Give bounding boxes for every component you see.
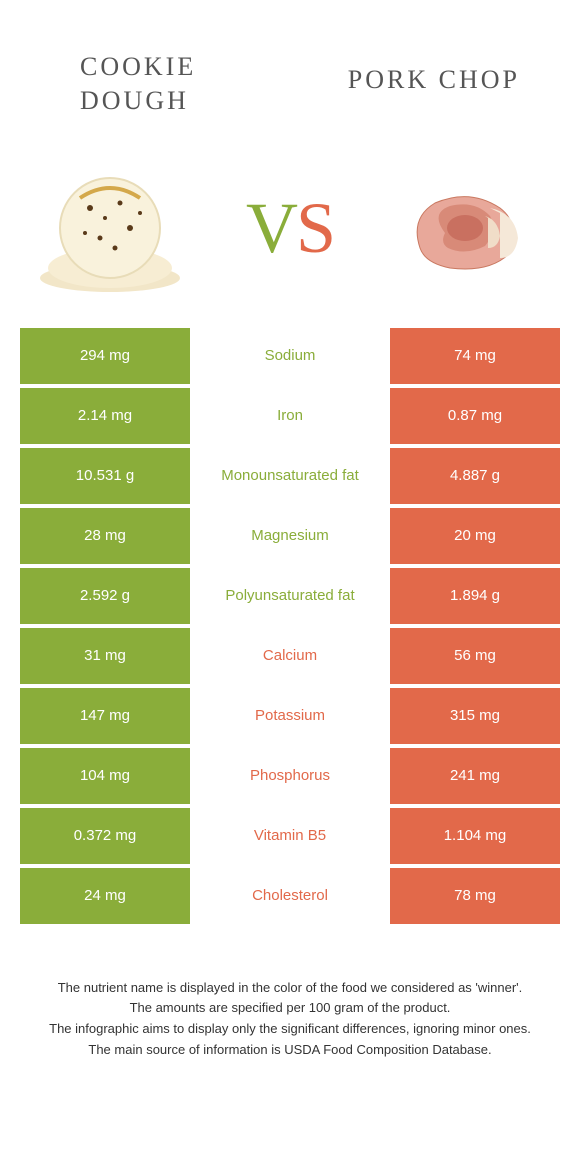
table-row: 31 mgCalcium56 mg — [20, 628, 560, 684]
cell-left-value: 31 mg — [20, 628, 190, 684]
cell-nutrient-label: Magnesium — [190, 508, 390, 564]
title-left-line1: COOKIE — [80, 50, 196, 84]
table-row: 10.531 gMonounsaturated fat4.887 g — [20, 448, 560, 504]
cell-right-value: 78 mg — [390, 868, 560, 924]
footer-line2: The amounts are specified per 100 gram o… — [40, 998, 540, 1019]
cell-nutrient-label: Monounsaturated fat — [190, 448, 390, 504]
cell-left-value: 2.14 mg — [20, 388, 190, 444]
cell-nutrient-label: Calcium — [190, 628, 390, 684]
header: COOKIE DOUGH PORK CHOP — [0, 0, 580, 138]
vs-label: VS — [246, 192, 334, 264]
cell-left-value: 10.531 g — [20, 448, 190, 504]
vs-s: S — [296, 188, 334, 268]
cookie-dough-image — [30, 158, 190, 298]
table-row: 2.14 mgIron0.87 mg — [20, 388, 560, 444]
pork-chop-image — [390, 158, 550, 298]
comparison-table: 294 mgSodium74 mg2.14 mgIron0.87 mg10.53… — [0, 328, 580, 924]
footer-line3: The infographic aims to display only the… — [40, 1019, 540, 1040]
cell-right-value: 1.104 mg — [390, 808, 560, 864]
table-row: 104 mgPhosphorus241 mg — [20, 748, 560, 804]
vs-v: V — [246, 188, 296, 268]
cell-left-value: 24 mg — [20, 868, 190, 924]
cell-nutrient-label: Sodium — [190, 328, 390, 384]
cell-nutrient-label: Cholesterol — [190, 868, 390, 924]
cell-left-value: 147 mg — [20, 688, 190, 744]
cell-right-value: 56 mg — [390, 628, 560, 684]
cell-nutrient-label: Polyunsaturated fat — [190, 568, 390, 624]
table-row: 2.592 gPolyunsaturated fat1.894 g — [20, 568, 560, 624]
table-row: 147 mgPotassium315 mg — [20, 688, 560, 744]
cell-left-value: 104 mg — [20, 748, 190, 804]
footer-line1: The nutrient name is displayed in the co… — [40, 978, 540, 999]
cell-right-value: 241 mg — [390, 748, 560, 804]
table-row: 0.372 mgVitamin B51.104 mg — [20, 808, 560, 864]
cell-right-value: 74 mg — [390, 328, 560, 384]
cell-left-value: 28 mg — [20, 508, 190, 564]
title-left: COOKIE DOUGH — [80, 50, 196, 118]
table-row: 28 mgMagnesium20 mg — [20, 508, 560, 564]
cell-right-value: 4.887 g — [390, 448, 560, 504]
cell-nutrient-label: Vitamin B5 — [190, 808, 390, 864]
images-row: VS — [0, 138, 580, 328]
footer-line4: The main source of information is USDA F… — [40, 1040, 540, 1061]
cell-nutrient-label: Potassium — [190, 688, 390, 744]
cell-right-value: 20 mg — [390, 508, 560, 564]
table-row: 24 mgCholesterol78 mg — [20, 868, 560, 924]
footer-notes: The nutrient name is displayed in the co… — [0, 928, 580, 1061]
cell-right-value: 315 mg — [390, 688, 560, 744]
cell-nutrient-label: Phosphorus — [190, 748, 390, 804]
cell-left-value: 294 mg — [20, 328, 190, 384]
table-row: 294 mgSodium74 mg — [20, 328, 560, 384]
cell-right-value: 1.894 g — [390, 568, 560, 624]
cell-left-value: 2.592 g — [20, 568, 190, 624]
title-left-line2: DOUGH — [80, 84, 196, 118]
title-right: PORK CHOP — [348, 65, 520, 95]
cell-nutrient-label: Iron — [190, 388, 390, 444]
cell-left-value: 0.372 mg — [20, 808, 190, 864]
cell-right-value: 0.87 mg — [390, 388, 560, 444]
